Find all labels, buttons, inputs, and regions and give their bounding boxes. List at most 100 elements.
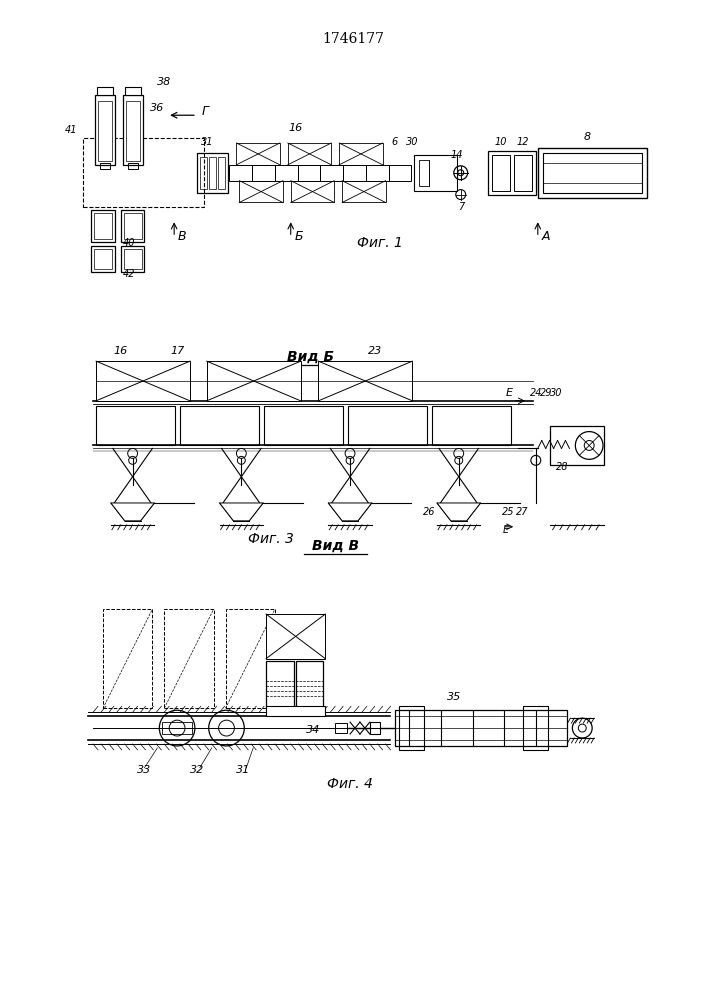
Bar	[252, 165, 275, 181]
Bar	[94, 213, 112, 239]
Text: 1746177: 1746177	[322, 32, 384, 46]
Text: 28: 28	[556, 462, 568, 472]
Bar	[124, 87, 141, 95]
Bar	[123, 95, 143, 165]
Text: 38: 38	[158, 77, 172, 87]
Bar	[103, 609, 153, 708]
Bar	[124, 213, 141, 239]
Bar	[83, 138, 204, 207]
Bar	[288, 143, 332, 165]
Bar	[296, 661, 323, 708]
Polygon shape	[220, 503, 263, 521]
Bar	[348, 406, 427, 445]
Bar	[523, 706, 548, 750]
Text: 36: 36	[151, 103, 165, 113]
Text: 35: 35	[447, 692, 461, 702]
Bar	[266, 614, 325, 659]
Polygon shape	[328, 503, 372, 521]
Bar	[389, 165, 411, 181]
Text: 10: 10	[495, 137, 508, 147]
Bar	[197, 153, 228, 193]
Bar	[218, 157, 225, 189]
Text: 34: 34	[305, 725, 320, 735]
Bar	[230, 165, 252, 181]
Bar	[95, 95, 115, 165]
Bar	[226, 609, 275, 708]
Bar	[298, 165, 320, 181]
Bar	[124, 249, 141, 269]
Text: 16: 16	[114, 346, 128, 356]
Text: 32: 32	[189, 765, 204, 775]
Text: 26: 26	[423, 507, 436, 517]
Bar	[549, 426, 604, 465]
Bar	[236, 143, 280, 165]
Bar	[543, 153, 641, 193]
Bar	[121, 246, 144, 272]
Text: 8: 8	[584, 132, 591, 142]
Bar	[492, 155, 510, 191]
Bar	[320, 165, 343, 181]
Text: 23: 23	[368, 346, 382, 356]
Bar	[335, 723, 347, 733]
Bar	[395, 710, 568, 746]
Bar	[94, 249, 112, 269]
Bar	[206, 361, 300, 401]
Text: Е: Е	[503, 525, 509, 535]
Bar	[91, 210, 115, 242]
Text: 29: 29	[539, 388, 552, 398]
Text: А: А	[542, 230, 550, 243]
Bar	[180, 406, 259, 445]
Text: Фиг. 1: Фиг. 1	[357, 236, 402, 250]
Text: Б: Б	[295, 230, 303, 243]
Text: 14: 14	[450, 150, 463, 160]
Bar	[91, 246, 115, 272]
Text: Е: Е	[506, 388, 513, 398]
Text: 41: 41	[65, 125, 77, 135]
Bar	[275, 165, 298, 181]
Text: 27: 27	[515, 507, 528, 517]
Polygon shape	[111, 503, 154, 521]
Text: Фиг. 4: Фиг. 4	[327, 777, 373, 791]
Text: 30: 30	[549, 388, 562, 398]
Bar	[200, 157, 206, 189]
Text: 40: 40	[123, 238, 135, 248]
Text: 30: 30	[406, 137, 419, 147]
Text: 31: 31	[201, 137, 213, 147]
Text: Фиг. 3: Фиг. 3	[248, 532, 294, 546]
Polygon shape	[437, 503, 481, 521]
Bar	[240, 181, 283, 202]
Bar	[121, 210, 144, 242]
Bar	[266, 661, 293, 708]
Text: 12: 12	[517, 137, 530, 147]
Bar	[97, 87, 113, 95]
Text: 6: 6	[392, 137, 397, 147]
Bar	[514, 155, 532, 191]
Bar	[419, 160, 429, 186]
Bar	[432, 406, 511, 445]
Text: Вид В: Вид В	[312, 539, 358, 553]
Bar	[291, 181, 334, 202]
Bar	[318, 361, 412, 401]
Text: 17: 17	[170, 346, 185, 356]
Bar	[163, 722, 192, 734]
Bar	[266, 706, 325, 716]
Bar	[399, 706, 424, 750]
Text: 33: 33	[137, 765, 151, 775]
Text: 42: 42	[123, 269, 135, 279]
Text: В: В	[178, 230, 187, 243]
Bar	[264, 406, 343, 445]
Bar	[96, 361, 190, 401]
Text: 25: 25	[502, 507, 515, 517]
Bar	[414, 155, 457, 191]
Bar	[128, 163, 138, 169]
Bar	[343, 165, 366, 181]
Bar	[489, 151, 536, 195]
Bar	[98, 101, 112, 161]
Bar	[96, 406, 175, 445]
Bar	[126, 101, 139, 161]
Bar	[370, 722, 380, 734]
Bar	[100, 163, 110, 169]
Bar	[538, 148, 646, 198]
Bar	[209, 157, 216, 189]
Bar	[366, 165, 389, 181]
